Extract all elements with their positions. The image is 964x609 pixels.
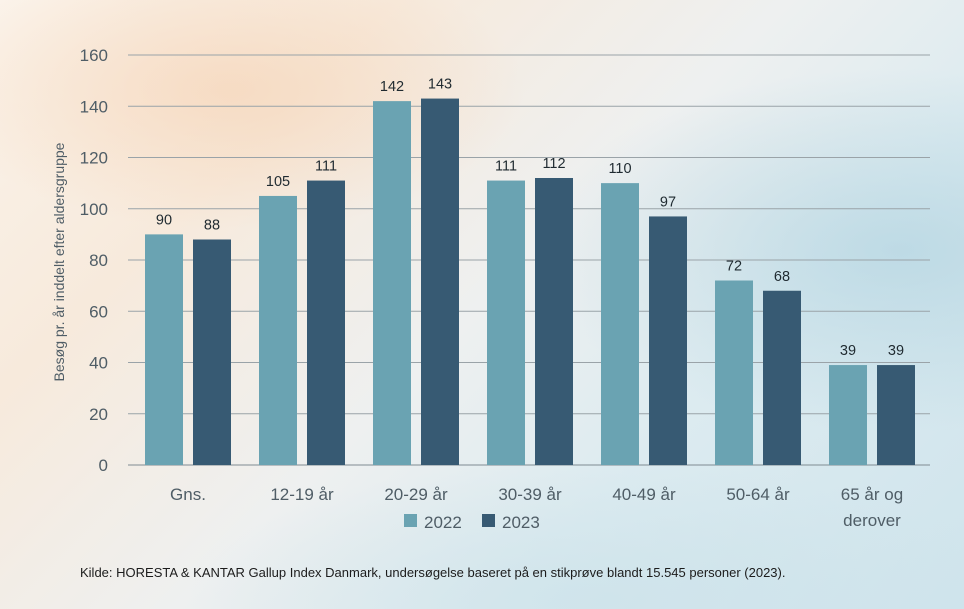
legend-swatch (404, 514, 417, 527)
value-labels: 90 88 105 111 142 143 111 112 110 97 72 68 39 39 (156, 77, 904, 360)
bar-2022 (829, 365, 867, 465)
y-tick-label: 120 (80, 149, 108, 168)
x-category-label: 12-19 år (270, 485, 334, 504)
x-category-label: 40-49 år (612, 485, 676, 504)
value-label: 39 (840, 343, 856, 359)
value-label: 97 (660, 194, 676, 210)
bar-2023 (421, 98, 459, 465)
bar-2022 (259, 195, 297, 465)
value-label: 90 (156, 212, 172, 228)
value-label: 88 (204, 218, 220, 234)
legend: 2022 2023 (404, 513, 540, 532)
legend-label: 2023 (502, 513, 540, 532)
y-tick-label: 40 (89, 354, 108, 373)
value-label: 72 (726, 259, 742, 275)
x-category-label: 65 år og derover (841, 485, 903, 530)
grid-lines (128, 54, 930, 466)
legend-label: 2022 (424, 513, 462, 532)
bar-2022 (373, 101, 411, 465)
bar-2023 (535, 178, 573, 465)
bar-2023 (649, 216, 687, 465)
x-category-label: Gns. (170, 485, 206, 504)
bar-2022 (715, 280, 753, 465)
y-tick-label: 80 (89, 251, 108, 270)
x-axis-categories: Gns. 12-19 år 20-29 år 30-39 år 40-49 år 50-6… (170, 485, 903, 530)
value-label: 142 (380, 79, 404, 95)
bar-2023 (307, 180, 345, 465)
bar-2022 (487, 180, 525, 465)
x-category-label: 20-29 år (384, 485, 448, 504)
y-axis-ticks: 0 20 40 60 80 100 120 140 160 (80, 46, 108, 475)
value-label: 111 (315, 159, 337, 175)
x-category-label: 30-39 år (498, 485, 562, 504)
value-label: 105 (266, 174, 290, 190)
y-tick-label: 20 (89, 405, 108, 424)
value-label: 68 (774, 269, 790, 285)
source-note: Kilde: HORESTA & KANTAR Gallup Index Dan… (80, 565, 786, 580)
y-tick-label: 60 (89, 302, 108, 321)
legend-swatch (482, 514, 495, 527)
bars (145, 98, 915, 465)
bar-2023 (193, 239, 231, 465)
value-label: 39 (888, 343, 904, 359)
y-tick-label: 0 (99, 456, 108, 475)
bar-2022 (145, 234, 183, 465)
y-tick-label: 100 (80, 200, 108, 219)
y-axis-label: Besøg pr. år inddelt efter aldersgruppe (51, 142, 67, 381)
value-label: 112 (542, 156, 565, 172)
y-tick-label: 140 (80, 97, 108, 116)
value-label: 111 (495, 159, 517, 175)
bar-2022 (601, 183, 639, 465)
y-tick-label: 160 (80, 46, 108, 65)
bar-2023 (877, 365, 915, 465)
bar-2023 (763, 290, 801, 465)
value-label: 143 (428, 77, 452, 93)
x-category-label: 50-64 år (726, 485, 790, 504)
value-label: 110 (608, 161, 631, 177)
